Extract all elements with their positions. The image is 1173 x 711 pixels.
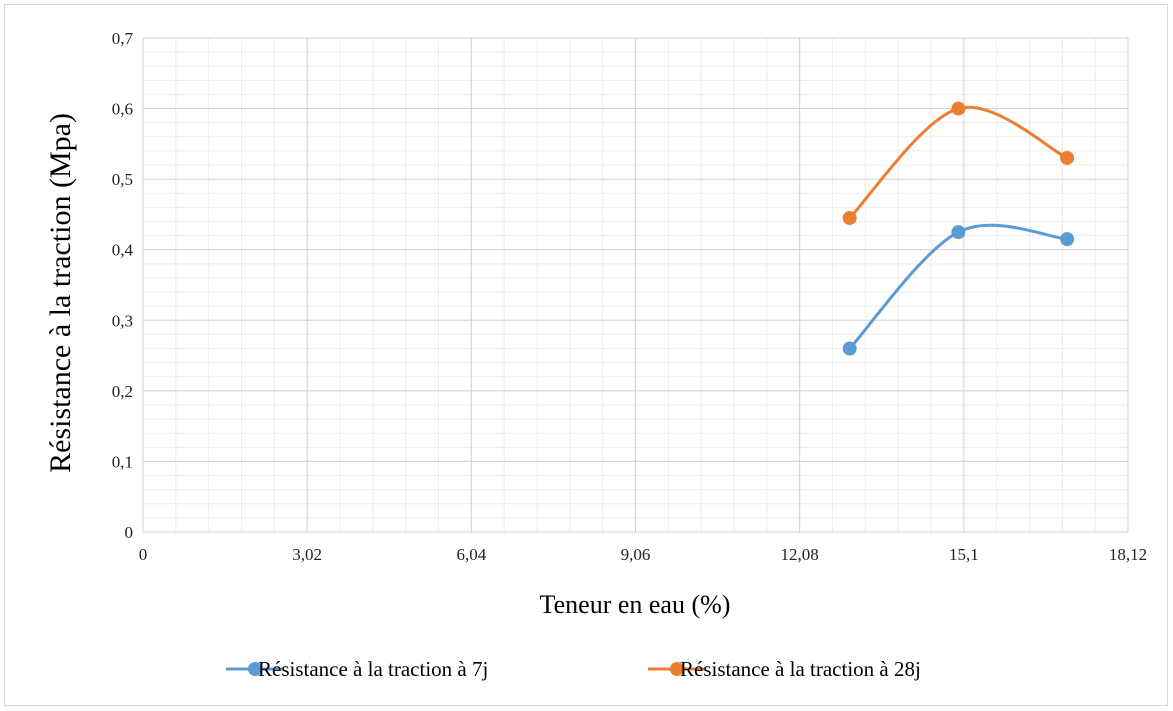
y-tick-label: 0,5 [112, 170, 133, 189]
y-tick-label: 0,6 [112, 100, 133, 119]
series-layer [842, 101, 1075, 356]
data-point [1060, 150, 1075, 165]
x-tick-labels: 0 3,02 6,04 9,06 12,08 15,1 18,12 [139, 545, 1147, 564]
legend-label: Résistance à la traction à 28j [680, 657, 921, 681]
y-tick-label: 0 [125, 523, 134, 542]
series-line [848, 223, 1069, 351]
legend: Résistance à la traction à 7j Résistance … [226, 657, 921, 681]
y-tick-label: 0,4 [112, 241, 134, 260]
major-gridlines [142, 37, 1129, 533]
x-tick-label: 15,1 [949, 545, 979, 564]
legend-item-1: Résistance à la traction à 7j [226, 657, 488, 681]
y-tick-labels: 0 0,1 0,2 0,3 0,4 0,5 0,6 0,7 [112, 29, 134, 542]
y-tick-label: 0,1 [112, 452, 133, 471]
legend-marker [248, 662, 262, 676]
data-point [951, 225, 966, 240]
x-tick-label: 0 [139, 545, 148, 564]
data-point [842, 210, 857, 225]
legend-label: Résistance à la traction à 7j [258, 657, 488, 681]
x-tick-label: 9,06 [621, 545, 651, 564]
x-axis-title: Teneur en eau (%) [540, 590, 731, 619]
chart-frame [4, 4, 1168, 706]
series-1 [842, 223, 1075, 356]
y-tick-label: 0,7 [112, 29, 134, 48]
legend-marker [670, 662, 684, 676]
series-line [848, 105, 1069, 220]
x-tick-label: 12,08 [781, 545, 819, 564]
y-tick-label: 0,2 [112, 382, 133, 401]
data-point [951, 101, 966, 116]
series-2 [842, 101, 1075, 225]
y-tick-label: 0,3 [112, 311, 133, 330]
data-point [1060, 232, 1075, 247]
data-point [842, 341, 857, 356]
x-tick-label: 3,02 [292, 545, 322, 564]
x-tick-label: 18,12 [1109, 545, 1147, 564]
x-tick-label: 6,04 [456, 545, 486, 564]
legend-item-2: Résistance à la traction à 28j [648, 657, 921, 681]
y-axis-title: Résistance à la traction (Mpa) [44, 113, 77, 473]
